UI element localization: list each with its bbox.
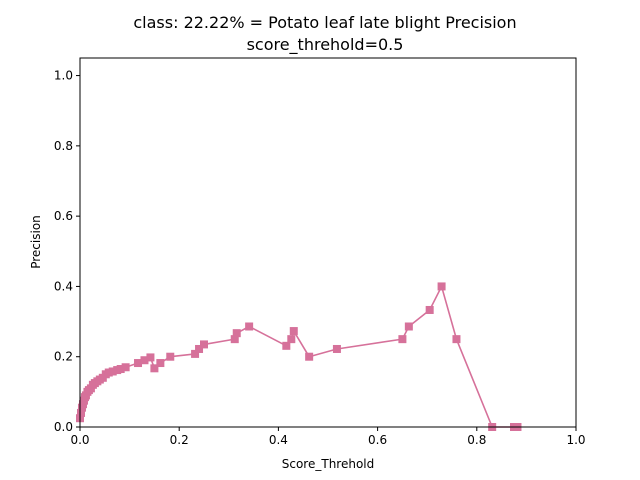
- y-tick-label: 0.0: [54, 420, 73, 434]
- x-tick-label: 0.2: [170, 433, 189, 447]
- x-tick-label: 0.0: [70, 433, 89, 447]
- data-point: [425, 305, 434, 314]
- x-tick-label: 1.0: [566, 433, 585, 447]
- y-tick-label: 0.2: [54, 350, 73, 364]
- data-point: [245, 322, 254, 331]
- data-point: [398, 335, 407, 344]
- data-point: [195, 344, 204, 353]
- data-point: [404, 322, 413, 331]
- y-tick-label: 0.8: [54, 139, 73, 153]
- data-point: [146, 353, 155, 362]
- data-point: [140, 356, 149, 365]
- data-point: [76, 408, 85, 417]
- x-tick-label: 0.8: [467, 433, 486, 447]
- data-point: [121, 363, 130, 372]
- data-point: [232, 329, 241, 338]
- y-tick-label: 0.4: [54, 279, 73, 293]
- series-layer: [76, 282, 522, 431]
- data-point: [289, 327, 298, 336]
- data-point: [134, 359, 143, 368]
- data-point: [437, 282, 446, 291]
- data-point: [166, 352, 175, 361]
- data-point: [108, 367, 117, 376]
- data-point: [191, 349, 200, 358]
- y-tick-label: 0.6: [54, 209, 73, 223]
- plot-frame: [79, 57, 577, 428]
- data-point: [282, 341, 291, 350]
- chart-title-line1: class: 22.22% = Potato leaf late blight …: [133, 13, 516, 32]
- data-point: [452, 335, 461, 344]
- data-point: [116, 365, 125, 374]
- data-point: [200, 340, 208, 349]
- y-tick-label: 1.0: [54, 69, 73, 83]
- data-point: [150, 364, 159, 373]
- x-tick-label: 0.4: [269, 433, 288, 447]
- data-point: [230, 335, 239, 344]
- y-axis: 0.0 0.2 0.4 0.6 0.8 1.0: [54, 69, 80, 434]
- x-axis-label: Score_Threhold: [282, 457, 375, 471]
- data-point: [156, 359, 165, 368]
- x-axis: 0.0 0.2 0.4 0.6 0.8 1.0: [70, 427, 586, 447]
- y-axis-label: Precision: [29, 215, 43, 269]
- chart-title-line2: score_threhold=0.5: [247, 35, 404, 55]
- data-point: [332, 344, 341, 353]
- x-tick-label: 0.6: [368, 433, 387, 447]
- data-point: [287, 335, 296, 344]
- data-point: [305, 352, 314, 361]
